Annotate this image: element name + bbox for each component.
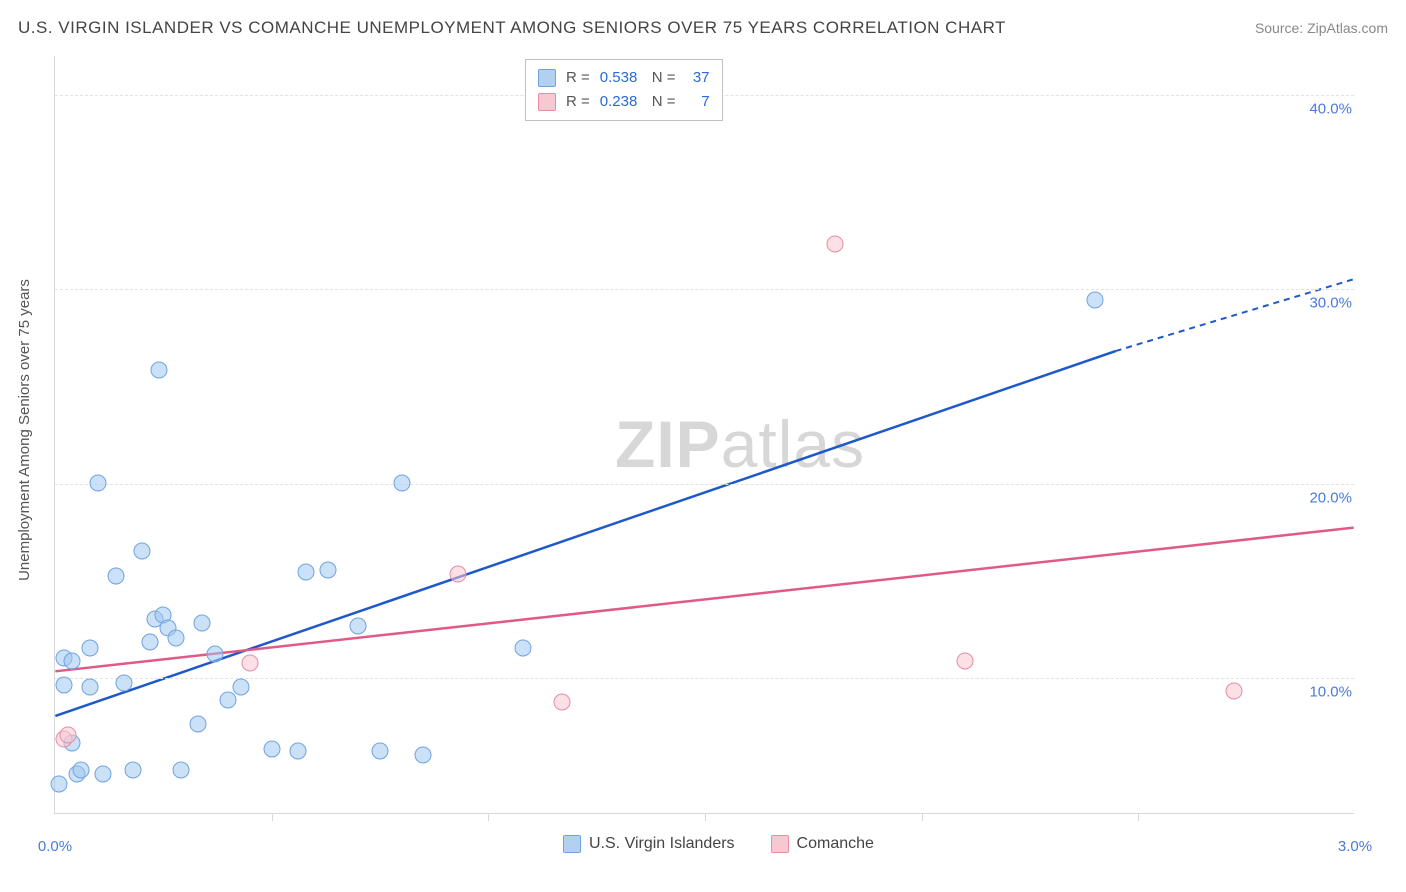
legend-label: U.S. Virgin Islanders <box>589 835 735 853</box>
data-point <box>515 639 532 656</box>
legend-label: Comanche <box>797 835 874 853</box>
bottom-legend: U.S. Virgin Islanders Comanche <box>563 835 874 853</box>
data-point <box>957 653 974 670</box>
data-point <box>1225 682 1242 699</box>
stats-legend-row: R = 0.538 N = 37 <box>538 66 710 90</box>
data-point <box>125 762 142 779</box>
data-point <box>73 762 90 779</box>
x-tick-label: 3.0% <box>1338 838 1372 855</box>
grid-line <box>55 289 1354 290</box>
y-tick-label: 20.0% <box>1309 489 1356 506</box>
stat-n-value: 37 <box>686 66 710 90</box>
legend-item: Comanche <box>771 835 874 853</box>
data-point <box>116 674 133 691</box>
swatch-icon <box>771 835 789 853</box>
swatch-icon <box>538 93 556 111</box>
data-point <box>133 542 150 559</box>
trend-lines <box>55 56 1354 813</box>
data-point <box>60 727 77 744</box>
stat-r-label: R = <box>566 90 590 114</box>
data-point <box>220 692 237 709</box>
data-point <box>207 645 224 662</box>
data-point <box>107 567 124 584</box>
y-tick-label: 30.0% <box>1309 295 1356 312</box>
stat-n-label: N = <box>652 66 676 90</box>
data-point <box>415 746 432 763</box>
data-point <box>94 766 111 783</box>
swatch-icon <box>538 69 556 87</box>
x-tick <box>705 813 706 821</box>
stats-legend-row: R = 0.238 N = 7 <box>538 90 710 114</box>
data-point <box>827 235 844 252</box>
data-point <box>55 676 72 693</box>
x-tick <box>922 813 923 821</box>
data-point <box>298 564 315 581</box>
data-point <box>90 474 107 491</box>
data-point <box>194 614 211 631</box>
stat-n-label: N = <box>652 90 676 114</box>
data-point <box>320 562 337 579</box>
source-label: Source: ZipAtlas.com <box>1255 20 1388 36</box>
data-point <box>263 740 280 757</box>
data-point <box>289 742 306 759</box>
watermark-zip: ZIP <box>615 407 721 481</box>
y-axis-label: Unemployment Among Seniors over 75 years <box>16 279 33 581</box>
x-tick <box>1138 813 1139 821</box>
data-point <box>64 653 81 670</box>
data-point <box>190 715 207 732</box>
data-point <box>233 678 250 695</box>
legend-item: U.S. Virgin Islanders <box>563 835 735 853</box>
stats-legend: R = 0.538 N = 37 R = 0.238 N = 7 <box>525 59 723 121</box>
data-point <box>372 742 389 759</box>
data-point <box>1087 291 1104 308</box>
watermark: ZIPatlas <box>615 406 865 482</box>
data-point <box>554 694 571 711</box>
y-tick-label: 10.0% <box>1309 683 1356 700</box>
data-point <box>51 775 68 792</box>
data-point <box>172 762 189 779</box>
stat-r-value: 0.538 <box>600 66 642 90</box>
plot-area: ZIPatlas 10.0%20.0%30.0%40.0%0.0%3.0%R =… <box>54 56 1354 814</box>
data-point <box>151 361 168 378</box>
swatch-icon <box>563 835 581 853</box>
data-point <box>450 565 467 582</box>
stat-n-value: 7 <box>686 90 710 114</box>
stat-r-label: R = <box>566 66 590 90</box>
watermark-atlas: atlas <box>721 407 865 481</box>
chart-title: U.S. VIRGIN ISLANDER VS COMANCHE UNEMPLO… <box>18 18 1006 38</box>
grid-line <box>55 484 1354 485</box>
stat-r-value: 0.238 <box>600 90 642 114</box>
x-tick-label: 0.0% <box>38 838 72 855</box>
data-point <box>242 655 259 672</box>
data-point <box>81 639 98 656</box>
x-tick <box>272 813 273 821</box>
x-tick <box>488 813 489 821</box>
grid-line <box>55 678 1354 679</box>
data-point <box>142 633 159 650</box>
data-point <box>81 678 98 695</box>
y-tick-label: 40.0% <box>1309 100 1356 117</box>
data-point <box>168 630 185 647</box>
data-point <box>350 618 367 635</box>
data-point <box>393 474 410 491</box>
